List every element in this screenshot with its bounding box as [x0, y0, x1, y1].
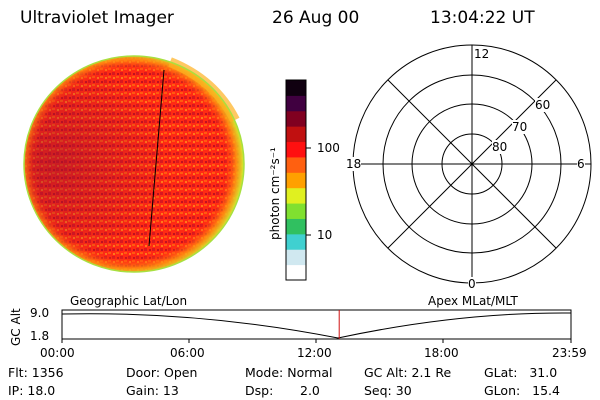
sequence-number: Seq: 30	[364, 383, 412, 398]
time-display: 13:04:22 UT	[430, 8, 535, 28]
colorbar-swatch	[286, 172, 306, 189]
app-title: Ultraviolet Imager	[20, 8, 174, 28]
mode-status: Mode: Normal	[245, 365, 333, 380]
mlt-label-6: 6	[577, 157, 585, 171]
geographic-lat: GLat: 31.0	[484, 365, 558, 380]
colorbar-swatch	[286, 249, 306, 266]
ip-value: IP: 18.0	[8, 383, 56, 398]
colorbar-swatch	[286, 203, 306, 219]
mlt-label-0: 0	[468, 277, 476, 291]
timeline-right-label: Apex MLat/MLT	[428, 294, 518, 308]
colorbar-swatch	[286, 233, 306, 250]
timeline-x-tick-2359: 23:59	[552, 346, 587, 360]
timeline-x-tick-1800: 18:00	[424, 346, 459, 360]
lat-label-60: 60	[535, 98, 551, 112]
colorbar-tick-100: 100	[317, 141, 340, 155]
dsp-value: 2.0	[300, 383, 320, 398]
colorbar-swatch	[286, 141, 306, 158]
colorbar-tick-10: 10	[317, 228, 333, 242]
timeline-x-tick-0600: 06:00	[170, 346, 205, 360]
timeline-left-label: Geographic Lat/Lon	[70, 294, 188, 308]
terminator-line	[148, 69, 165, 247]
timeline-y-tick-1.8: 1.8	[30, 329, 50, 343]
colorbar-swatch	[286, 156, 306, 173]
colorbar-swatch	[286, 80, 306, 96]
geographic-lon: GLon: 15.4	[484, 383, 560, 398]
colorbar-swatch	[286, 110, 306, 127]
timeline-x-tick-0000: 00:00	[40, 346, 75, 360]
gc-alt-value: GC Alt: 2.1 Re	[364, 365, 452, 380]
date-display: 26 Aug 00	[272, 8, 360, 28]
dsp-label: Dsp:	[245, 383, 274, 398]
gain-value: Gain: 13	[126, 383, 179, 398]
door-status: Door: Open	[126, 365, 198, 380]
colorbar-swatch	[286, 264, 306, 281]
lat-label-70: 70	[512, 120, 528, 134]
colorbar-swatch	[286, 95, 306, 112]
colorbar-swatch	[286, 126, 306, 143]
timeline-y-tick-9: 9.0	[30, 306, 50, 320]
lat-label-80: 80	[492, 140, 508, 154]
mlt-label-18: 18	[346, 157, 362, 171]
mlt-label-12: 12	[474, 47, 490, 61]
colorbar-swatch	[286, 187, 306, 204]
timeline-x-tick-1200: 12:00	[297, 346, 332, 360]
flight-number: Flt: 1356	[8, 365, 64, 380]
colorbar-swatch	[286, 218, 306, 235]
